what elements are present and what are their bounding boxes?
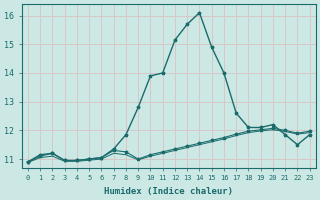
- X-axis label: Humidex (Indice chaleur): Humidex (Indice chaleur): [104, 187, 233, 196]
